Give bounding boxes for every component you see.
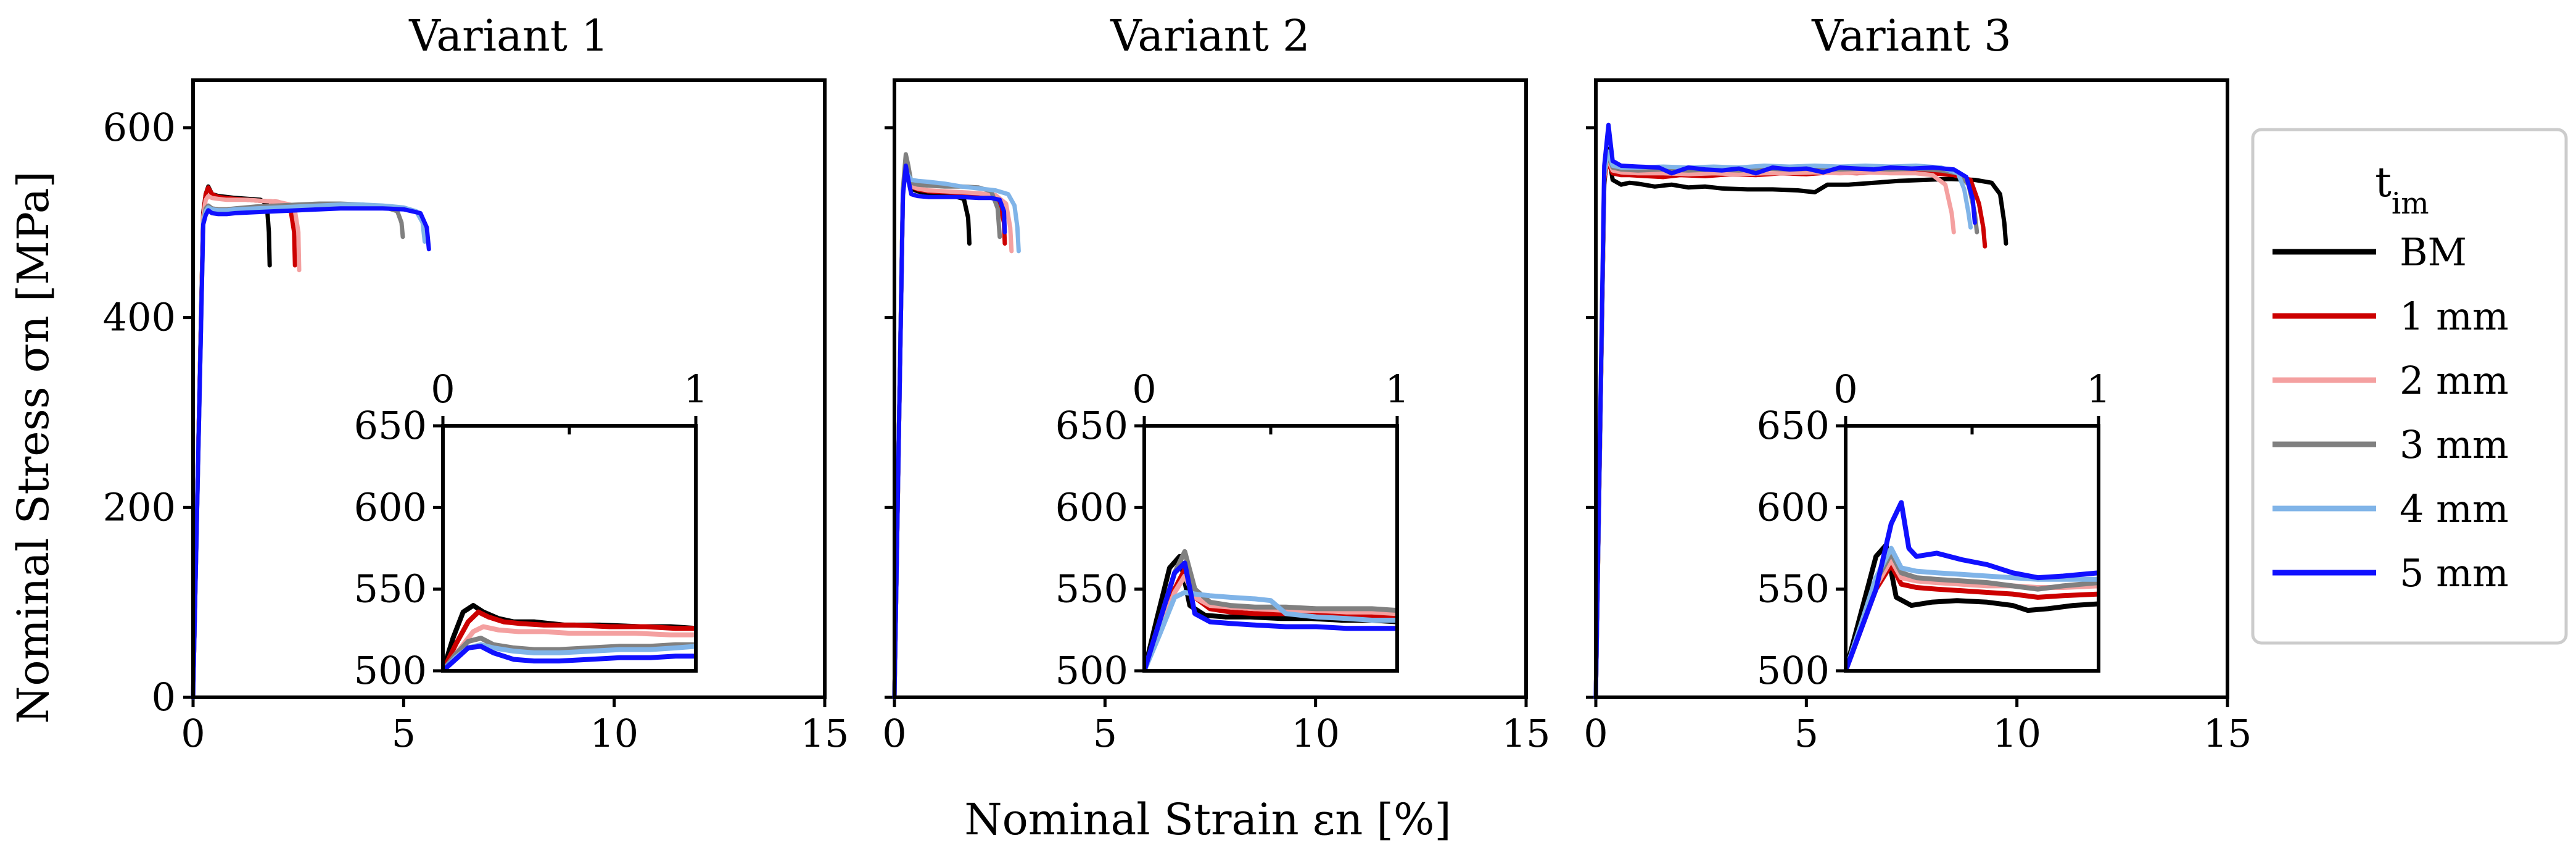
inset-x-tick-label: 1 [683,367,708,412]
legend: tim BM 1 mm 2 mm 3 mm 4 mm 5 mm [2251,128,2568,645]
x-tick-label: 15 [801,711,849,756]
legend-box [2251,128,2568,645]
inset-x-tick-label: 1 [1385,367,1409,412]
x-tick-label: 10 [590,711,638,756]
inset-line-5-mm [443,644,696,671]
x-tick-label: 5 [392,711,416,756]
inset-line-4-mm [1144,590,1397,671]
y-tick-label: 200 [103,484,176,529]
inset-x-tick-label: 1 [2086,367,2110,412]
y-axis-label: Nominal Stress σn [MPa] [8,171,59,724]
inset: 0 1 500 550 600 650 [1055,367,1410,693]
x-tick-label: 15 [2203,711,2252,756]
inset-line-1-mm [443,609,696,671]
inset-y-tick-label: 550 [1055,567,1128,612]
x-tick-label: 5 [1093,711,1117,756]
inset-line-3-mm [443,636,696,671]
inset-line-5-mm [1144,560,1397,671]
inset-y-tick-label: 650 [1757,403,1830,448]
x-tick-label: 15 [1502,711,1551,756]
inset-y-tick-label: 500 [354,648,427,693]
inset-y-tick-label: 650 [354,403,427,448]
x-axis-label: Nominal Strain εn [%] [964,794,1451,845]
series-line-5-mm [1593,122,1977,700]
inset-y-tick-label: 550 [354,567,427,612]
panel-title: Variant 1 [408,10,608,61]
legend-label: 4 mm [2400,486,2509,531]
legend-label: 1 mm [2400,294,2509,339]
inset-y-tick-label: 600 [1757,484,1830,529]
x-tick-label: 0 [882,711,906,756]
legend-title: tim [2375,159,2429,221]
plot-frame [893,78,1528,699]
inset: 0 1 500 550 600 650 [1757,367,2111,693]
legend-label: 3 mm [2400,422,2509,467]
inset-background [1144,426,1397,671]
panel-3: Variant 3 0 5 10 15 0 1 500 550 600 650 [1583,10,2252,756]
inset-y-tick-label: 500 [1757,648,1830,693]
x-tick-label: 0 [181,711,205,756]
inset-series [1144,549,1397,671]
legend-label: BM [2400,230,2467,275]
inset-y-tick-label: 600 [1055,484,1128,529]
series-line-2-mm [1593,156,1956,700]
y-tick-label: 0 [152,675,176,720]
inset-x-tick-label: 0 [1833,367,1857,412]
plot-frame [1594,78,2229,699]
panel-title: Variant 2 [1110,10,1310,61]
legend-label: 2 mm [2400,358,2509,403]
series-line-5-mm [892,164,1007,700]
plot-frame [191,78,827,699]
inset-y-tick-label: 500 [1055,648,1128,693]
inset-background [443,426,696,671]
x-tick-label: 5 [1794,711,1818,756]
inset-series [443,603,696,671]
inset-y-tick-label: 550 [1757,567,1830,612]
inset: 0 1 500 550 600 650 [354,367,708,693]
x-tick-label: 10 [1992,711,2041,756]
y-tick-label: 600 [103,105,176,150]
series-line-5-mm [191,206,431,700]
legend-label: 5 mm [2400,550,2509,596]
inset-y-tick-label: 600 [354,484,427,529]
inset-line-2-mm [443,624,696,671]
inset-x-tick-label: 0 [431,367,455,412]
panel-title: Variant 3 [1811,10,2011,61]
inset-x-tick-label: 0 [1132,367,1156,412]
x-tick-label: 10 [1291,711,1340,756]
y-tick-label: 400 [103,295,176,340]
x-tick-label: 0 [1583,711,1608,756]
inset-line-bm [1846,542,2099,671]
inset-line-5-mm [1846,500,2099,671]
panel-1: Variant 1 0 5 10 15 0 200 400 600 0 1 500 550 600 650 [103,10,849,756]
panel-2: Variant 2 0 5 10 15 0 1 500 550 600 650 [882,10,1550,756]
inset-series [1846,500,2099,671]
inset-y-tick-label: 650 [1055,403,1128,448]
